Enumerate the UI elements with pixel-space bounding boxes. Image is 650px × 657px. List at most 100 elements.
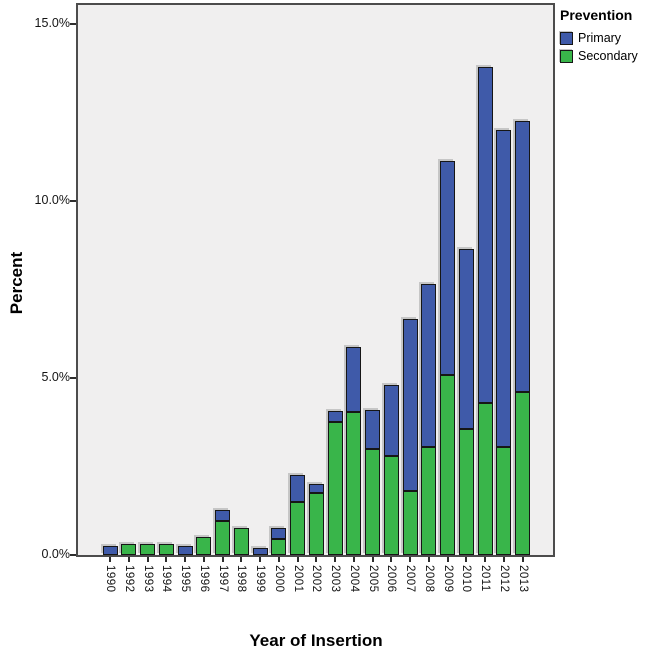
bar-2001-primary-segment (290, 475, 305, 502)
bar-2000-secondary-segment (271, 539, 287, 555)
x-tick (240, 557, 243, 562)
bar-2009-secondary-segment (440, 375, 455, 555)
bar-1990-primary-segment (102, 546, 118, 555)
y-tick-label-0.0%: 0.0% (41, 547, 71, 561)
x-tick (202, 557, 205, 562)
bar-2003-primary-segment (327, 411, 343, 422)
bar-1993-secondary-segment (140, 544, 155, 555)
y-tick (70, 554, 76, 556)
bar-2001-secondary-segment (290, 502, 305, 555)
bar-2004 (346, 347, 362, 555)
bar-2005 (365, 410, 380, 555)
y-tick-label-15.0%: 15.0% (34, 16, 70, 31)
bar-2011-primary-segment (477, 67, 493, 403)
bar-1992-secondary-segment (121, 544, 137, 555)
x-tick-label-1996: 1996 (197, 565, 210, 593)
x-tick (521, 557, 524, 562)
bar-2000 (271, 528, 287, 555)
x-tick (146, 557, 149, 562)
bar-2007-primary-segment (402, 319, 418, 491)
x-tick (277, 557, 280, 562)
bar-2011-secondary-segment (477, 403, 493, 555)
x-tick-label-2008: 2008 (422, 565, 435, 593)
x-tick (184, 557, 186, 562)
bar-1999-primary-segment (252, 548, 268, 555)
bar-2006-secondary-segment (383, 456, 399, 555)
x-tick (465, 557, 468, 562)
x-tick-label-2000: 2000 (272, 565, 285, 593)
x-tick (446, 557, 449, 562)
x-tick-label-1993: 1993 (141, 565, 154, 593)
bar-2001 (290, 475, 305, 555)
x-tick (409, 557, 411, 562)
x-tick (371, 557, 374, 562)
bar-1997-primary-segment (215, 510, 230, 521)
bar-2013-secondary-segment (515, 392, 530, 555)
x-tick (127, 557, 130, 562)
bar-1994 (158, 544, 174, 555)
bar-1998-secondary-segment (233, 528, 249, 555)
bar-1999 (252, 548, 268, 555)
x-tick-label-2010: 2010 (460, 565, 473, 593)
x-tick-label-1990: 1990 (104, 565, 116, 593)
x-tick-label-2011: 2011 (479, 565, 491, 592)
legend-item-secondary: Secondary (560, 49, 638, 63)
y-tick (70, 200, 76, 203)
bar-2010 (458, 249, 474, 555)
x-tick-label-2002: 2002 (310, 565, 323, 593)
legend-item-label: Primary (578, 31, 622, 45)
bar-1998 (233, 528, 249, 555)
legend-item-label: Secondary (578, 49, 638, 63)
bar-2003 (327, 411, 343, 555)
x-tick-label-1995: 1995 (179, 565, 191, 593)
bar-2002-primary-segment (308, 484, 324, 493)
bar-1990 (102, 546, 118, 555)
x-tick-label-1997: 1997 (216, 565, 229, 593)
x-tick-label-2004: 2004 (347, 565, 360, 593)
bar-2008-primary-segment (421, 284, 437, 447)
x-tick (390, 557, 393, 562)
x-tick-label-2012: 2012 (497, 565, 510, 593)
y-tick-label-10.0%: 10.0% (34, 193, 70, 208)
bar-1997 (215, 510, 230, 555)
bar-1994-secondary-segment (158, 544, 174, 555)
x-tick-label-1992: 1992 (122, 565, 135, 593)
y-tick (70, 377, 76, 380)
y-tick (70, 23, 76, 26)
bar-2000-primary-segment (271, 528, 287, 539)
bar-2009-primary-segment (440, 161, 455, 375)
x-tick-label-2007: 2007 (404, 565, 416, 593)
x-tick-label-2005: 2005 (366, 565, 379, 593)
y-tick-label-5.0%: 5.0% (41, 370, 71, 385)
bar-1993 (140, 544, 155, 555)
bar-1992 (121, 544, 137, 555)
x-tick (352, 557, 355, 562)
bar-2007 (402, 319, 418, 555)
x-tick (502, 557, 505, 562)
bar-2006-primary-segment (383, 385, 399, 456)
x-tick-label-1999: 1999 (254, 565, 266, 593)
bar-2004-primary-segment (346, 347, 362, 412)
bar-2003-secondary-segment (327, 422, 343, 555)
x-tick-label-1994: 1994 (160, 565, 173, 593)
primary-swatch-icon (560, 31, 573, 45)
bar-2008-secondary-segment (421, 447, 437, 555)
x-tick (296, 557, 299, 562)
bar-2012 (496, 130, 512, 555)
legend: Prevention Primary Secondary (560, 7, 638, 67)
x-tick (484, 557, 486, 562)
bar-1997-secondary-segment (215, 521, 230, 555)
bar-2008 (421, 284, 437, 555)
bar-2002 (308, 484, 324, 555)
y-axis-title: Percent (7, 251, 26, 315)
bar-2006 (383, 385, 399, 555)
bar-2002-secondary-segment (308, 493, 324, 555)
bar-1996 (196, 537, 212, 555)
x-tick-label-2006: 2006 (385, 565, 398, 593)
x-tick (315, 557, 318, 562)
x-axis-title: Year of Insertion (249, 631, 383, 650)
x-tick (334, 557, 336, 562)
bar-2009 (440, 161, 455, 555)
bar-2005-secondary-segment (365, 449, 380, 555)
x-tick (259, 557, 261, 562)
